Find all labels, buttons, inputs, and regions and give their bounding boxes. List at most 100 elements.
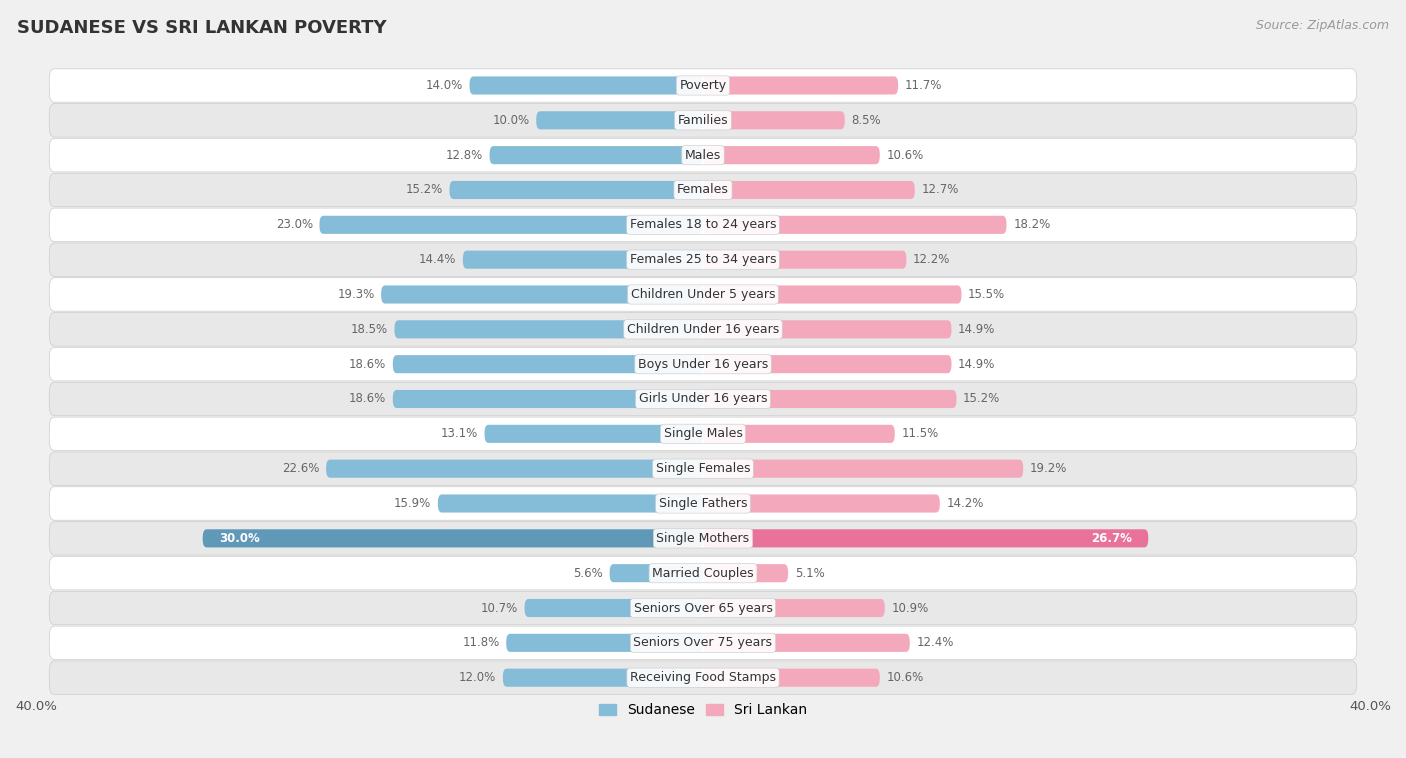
Text: 15.5%: 15.5% — [969, 288, 1005, 301]
FancyBboxPatch shape — [703, 634, 910, 652]
Text: 14.9%: 14.9% — [957, 358, 995, 371]
Text: 10.7%: 10.7% — [481, 602, 517, 615]
Text: Poverty: Poverty — [679, 79, 727, 92]
FancyBboxPatch shape — [49, 174, 1357, 207]
Text: 14.0%: 14.0% — [426, 79, 463, 92]
FancyBboxPatch shape — [49, 69, 1357, 102]
FancyBboxPatch shape — [395, 321, 703, 338]
Text: Families: Families — [678, 114, 728, 127]
Text: Females: Females — [678, 183, 728, 196]
FancyBboxPatch shape — [326, 459, 703, 478]
Text: 12.4%: 12.4% — [917, 637, 953, 650]
Text: 5.6%: 5.6% — [574, 567, 603, 580]
FancyBboxPatch shape — [703, 286, 962, 303]
FancyBboxPatch shape — [703, 459, 1024, 478]
Text: Males: Males — [685, 149, 721, 161]
Text: Single Mothers: Single Mothers — [657, 532, 749, 545]
Text: 10.6%: 10.6% — [886, 671, 924, 684]
FancyBboxPatch shape — [49, 139, 1357, 172]
Legend: Sudanese, Sri Lankan: Sudanese, Sri Lankan — [593, 697, 813, 722]
Text: Married Couples: Married Couples — [652, 567, 754, 580]
FancyBboxPatch shape — [703, 77, 898, 95]
FancyBboxPatch shape — [524, 599, 703, 617]
FancyBboxPatch shape — [49, 277, 1357, 312]
FancyBboxPatch shape — [463, 251, 703, 269]
FancyBboxPatch shape — [485, 424, 703, 443]
FancyBboxPatch shape — [703, 181, 915, 199]
Text: Seniors Over 75 years: Seniors Over 75 years — [634, 637, 772, 650]
Text: Boys Under 16 years: Boys Under 16 years — [638, 358, 768, 371]
Text: Single Females: Single Females — [655, 462, 751, 475]
FancyBboxPatch shape — [49, 452, 1357, 485]
FancyBboxPatch shape — [703, 251, 907, 269]
Text: Females 18 to 24 years: Females 18 to 24 years — [630, 218, 776, 231]
Text: 11.5%: 11.5% — [901, 428, 939, 440]
Text: Children Under 16 years: Children Under 16 years — [627, 323, 779, 336]
FancyBboxPatch shape — [703, 494, 939, 512]
FancyBboxPatch shape — [381, 286, 703, 303]
Text: 15.9%: 15.9% — [394, 497, 432, 510]
FancyBboxPatch shape — [319, 216, 703, 234]
Text: 19.3%: 19.3% — [337, 288, 374, 301]
FancyBboxPatch shape — [703, 424, 894, 443]
Text: 26.7%: 26.7% — [1091, 532, 1132, 545]
Text: Source: ZipAtlas.com: Source: ZipAtlas.com — [1256, 19, 1389, 32]
FancyBboxPatch shape — [49, 312, 1357, 346]
Text: 19.2%: 19.2% — [1029, 462, 1067, 475]
Text: Single Fathers: Single Fathers — [659, 497, 747, 510]
FancyBboxPatch shape — [703, 390, 956, 408]
FancyBboxPatch shape — [49, 522, 1357, 555]
FancyBboxPatch shape — [470, 77, 703, 95]
Text: 22.6%: 22.6% — [283, 462, 319, 475]
FancyBboxPatch shape — [49, 347, 1357, 381]
FancyBboxPatch shape — [506, 634, 703, 652]
Text: 10.6%: 10.6% — [886, 149, 924, 161]
Text: 18.6%: 18.6% — [349, 358, 387, 371]
FancyBboxPatch shape — [49, 417, 1357, 450]
FancyBboxPatch shape — [49, 208, 1357, 242]
Text: 13.1%: 13.1% — [440, 428, 478, 440]
Text: Children Under 5 years: Children Under 5 years — [631, 288, 775, 301]
FancyBboxPatch shape — [49, 556, 1357, 590]
Text: 11.7%: 11.7% — [905, 79, 942, 92]
FancyBboxPatch shape — [49, 591, 1357, 625]
Text: 18.2%: 18.2% — [1014, 218, 1050, 231]
FancyBboxPatch shape — [392, 390, 703, 408]
Text: 12.2%: 12.2% — [912, 253, 950, 266]
Text: 18.6%: 18.6% — [349, 393, 387, 406]
Text: 14.2%: 14.2% — [946, 497, 984, 510]
Text: 18.5%: 18.5% — [350, 323, 388, 336]
Text: 12.7%: 12.7% — [921, 183, 959, 196]
FancyBboxPatch shape — [703, 599, 884, 617]
FancyBboxPatch shape — [49, 243, 1357, 277]
FancyBboxPatch shape — [49, 104, 1357, 137]
Text: Receiving Food Stamps: Receiving Food Stamps — [630, 671, 776, 684]
FancyBboxPatch shape — [202, 529, 703, 547]
Text: 12.8%: 12.8% — [446, 149, 482, 161]
FancyBboxPatch shape — [49, 626, 1357, 659]
FancyBboxPatch shape — [703, 321, 952, 338]
FancyBboxPatch shape — [450, 181, 703, 199]
FancyBboxPatch shape — [703, 111, 845, 130]
Text: 15.2%: 15.2% — [405, 183, 443, 196]
FancyBboxPatch shape — [703, 529, 1149, 547]
FancyBboxPatch shape — [536, 111, 703, 130]
Text: Females 25 to 34 years: Females 25 to 34 years — [630, 253, 776, 266]
FancyBboxPatch shape — [49, 661, 1357, 694]
FancyBboxPatch shape — [49, 382, 1357, 415]
Text: 5.1%: 5.1% — [794, 567, 824, 580]
Text: 15.2%: 15.2% — [963, 393, 1001, 406]
FancyBboxPatch shape — [703, 669, 880, 687]
Text: 10.9%: 10.9% — [891, 602, 929, 615]
FancyBboxPatch shape — [703, 355, 952, 373]
FancyBboxPatch shape — [610, 564, 703, 582]
Text: 23.0%: 23.0% — [276, 218, 312, 231]
Text: 10.0%: 10.0% — [492, 114, 530, 127]
FancyBboxPatch shape — [489, 146, 703, 164]
Text: 14.4%: 14.4% — [419, 253, 456, 266]
Text: 12.0%: 12.0% — [458, 671, 496, 684]
Text: Seniors Over 65 years: Seniors Over 65 years — [634, 602, 772, 615]
Text: Girls Under 16 years: Girls Under 16 years — [638, 393, 768, 406]
FancyBboxPatch shape — [49, 487, 1357, 520]
FancyBboxPatch shape — [703, 216, 1007, 234]
